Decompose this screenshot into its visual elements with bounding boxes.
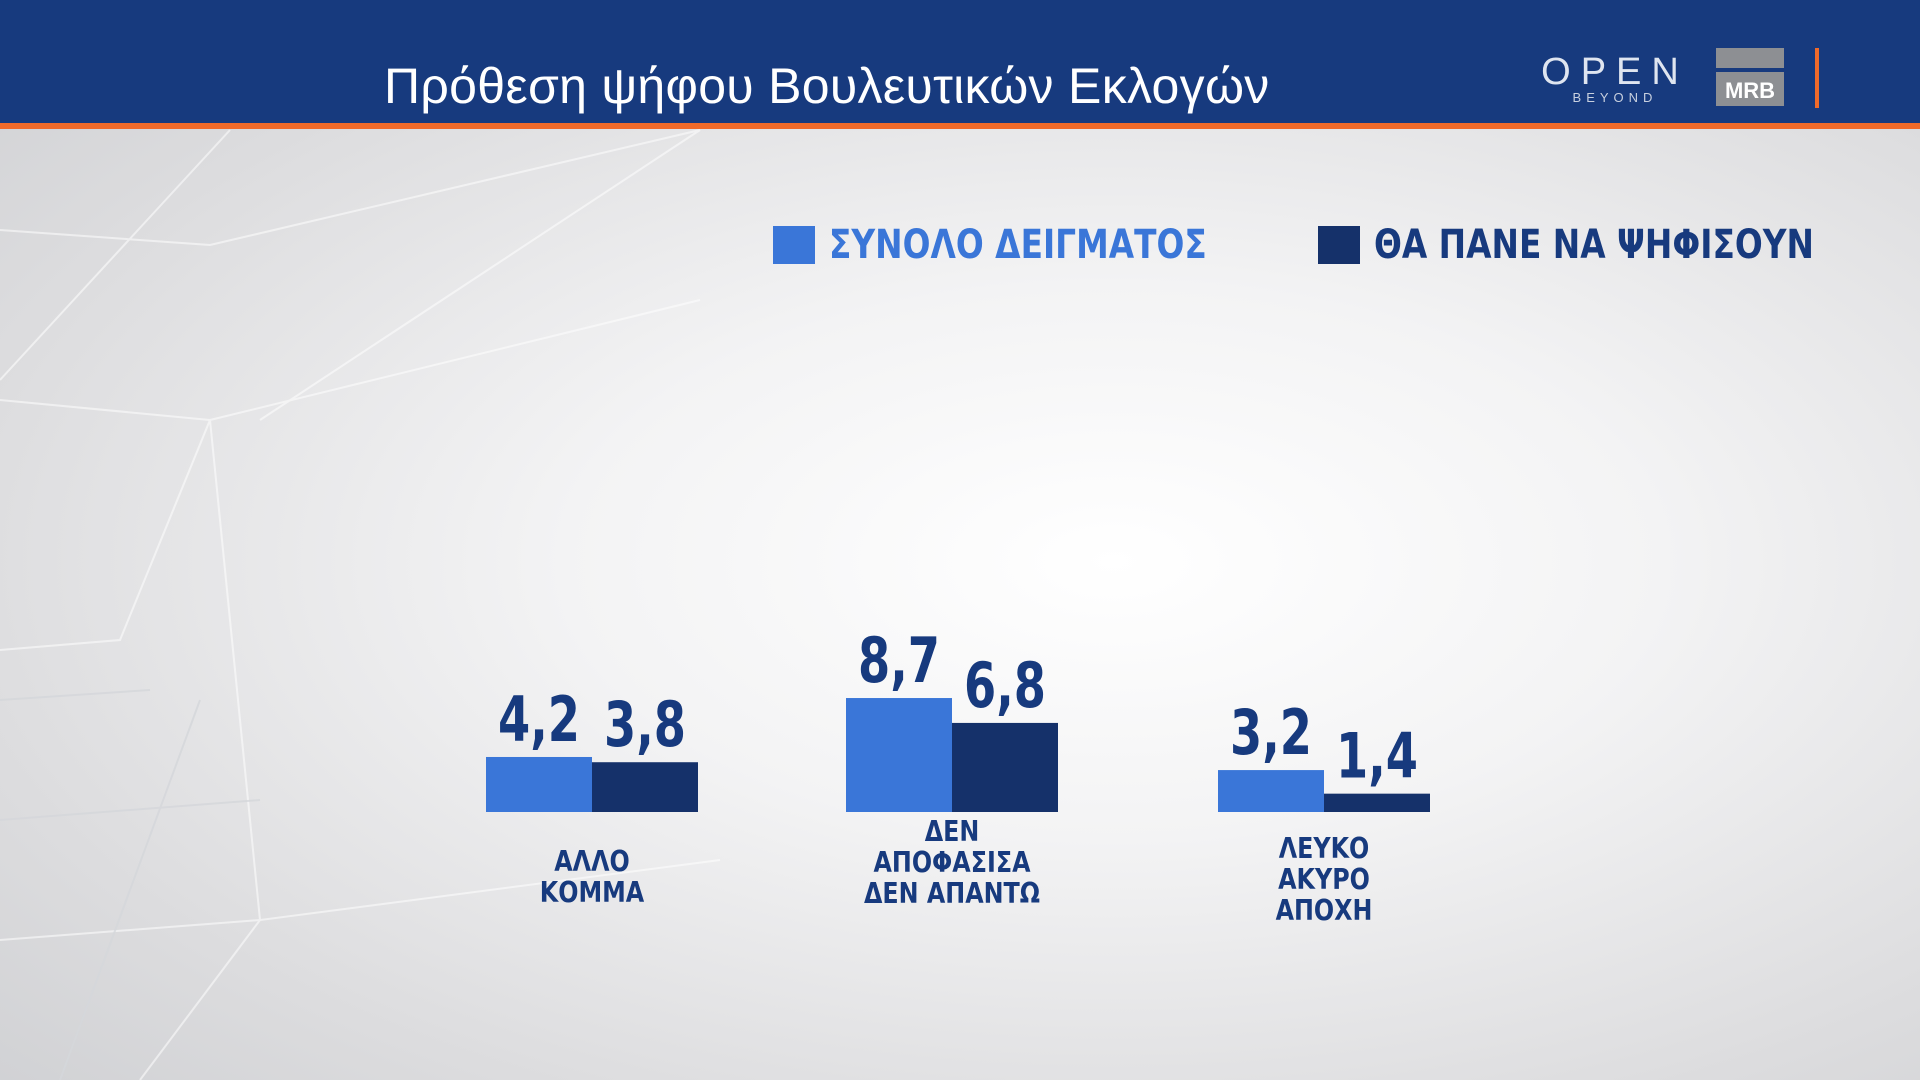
category-label-line: ΔΕΝ ΑΠΑΝΤΩ — [863, 877, 1041, 910]
legend-swatch-total — [773, 226, 815, 264]
open-logo-word: OPEN — [1541, 51, 1689, 93]
category-label-1: ΔΕΝ ΑΠΟΦΑΣΙΣΑ ΔΕΝ ΑΠΑΝΤΩ — [802, 816, 1102, 909]
header-accent-stripe — [0, 123, 1920, 129]
header-bar: Πρόθεση ψήφου Βουλευτικών Εκλογών OPEN B… — [0, 0, 1920, 123]
bar-voters-2 — [1324, 793, 1430, 812]
category-label-line: ΛΕΥΚΟ — [1278, 832, 1370, 865]
legend-swatch-voters — [1318, 226, 1360, 264]
page-title: Πρόθεση ψήφου Βουλευτικών Εκλογών — [384, 58, 1270, 114]
open-beyond-logo: OPEN BEYOND — [1540, 50, 1690, 110]
category-label-line: ΑΠΟΦΑΣΙΣΑ — [873, 846, 1031, 879]
value-label-total-0: 4,2 — [498, 683, 580, 756]
category-label-line: ΚΟΜΜΑ — [539, 876, 645, 909]
value-label-voters-1: 6,8 — [964, 649, 1046, 722]
header-accent-divider — [1815, 48, 1819, 108]
legend-label-voters: ΘΑ ΠΑΝΕ ΝΑ ΨΗΦΙΣΟΥΝ — [1374, 222, 1814, 268]
value-label-voters-2: 1,4 — [1336, 720, 1418, 793]
value-label-total-2: 3,2 — [1230, 696, 1312, 769]
category-label-line: ΔΕΝ — [924, 815, 980, 848]
legend-label-total: ΣΥΝΟΛΟ ΔΕΙΓΜΑΤΟΣ — [829, 222, 1207, 268]
mrb-logo: MRB — [1716, 48, 1784, 106]
bar-voters-1 — [952, 722, 1058, 812]
bar-total-0 — [486, 756, 592, 812]
value-label-total-1: 8,7 — [858, 624, 940, 697]
open-logo-subtitle: BEYOND — [1572, 90, 1658, 105]
bar-total-1 — [846, 698, 952, 812]
mrb-logo-top-block — [1716, 48, 1784, 68]
category-label-line: ΑΠΟΧΗ — [1275, 894, 1373, 927]
category-label-2: ΛΕΥΚΟ ΑΚΥΡΟ ΑΠΟΧΗ — [1174, 833, 1474, 926]
value-label-voters-0: 3,8 — [604, 688, 686, 761]
mrb-logo-text: MRB — [1716, 72, 1784, 106]
category-label-0: ΑΛΛΟ ΚΟΜΜΑ — [442, 846, 742, 908]
bar-voters-0 — [592, 762, 698, 812]
category-label-line: ΑΚΥΡΟ — [1278, 863, 1370, 896]
category-label-line: ΑΛΛΟ — [554, 845, 630, 878]
bar-total-2 — [1218, 770, 1324, 812]
